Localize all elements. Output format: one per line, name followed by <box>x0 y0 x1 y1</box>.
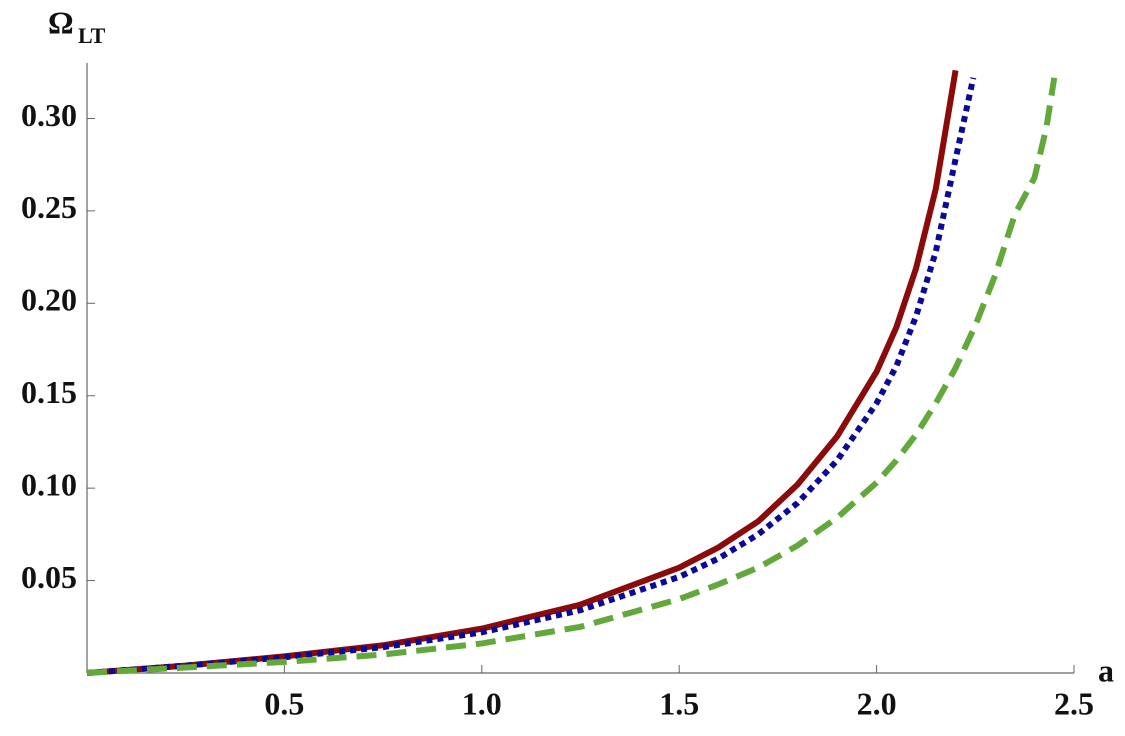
x-axis-label: a <box>1098 652 1114 688</box>
line-series <box>86 77 1058 676</box>
y-tick-label: 0.10 <box>21 466 77 502</box>
x-tick-label: 2.0 <box>857 685 897 721</box>
y-tick-label: 0.05 <box>21 559 77 595</box>
x-tick-label: 2.5 <box>1054 685 1094 721</box>
x-tick-label: 1.5 <box>659 685 699 721</box>
line-series <box>86 77 977 676</box>
x-tick-label: 1.0 <box>462 685 502 721</box>
line-series <box>86 69 959 676</box>
y-tick-label: 0.15 <box>21 374 77 410</box>
y-tick-label: 0.30 <box>21 97 77 133</box>
y-axis-label-subscript: LT <box>78 23 106 48</box>
x-tick-label: 0.5 <box>264 685 304 721</box>
y-tick-label: 0.20 <box>21 282 77 318</box>
y-tick-label: 0.25 <box>21 189 77 225</box>
y-axis-label: Ω <box>48 4 74 40</box>
